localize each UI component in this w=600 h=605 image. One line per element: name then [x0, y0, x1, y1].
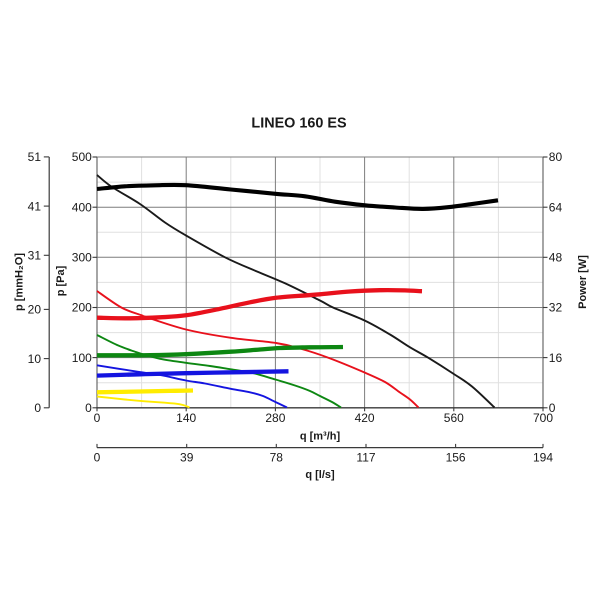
svg-text:100: 100: [72, 351, 92, 365]
svg-text:q [l/s]: q [l/s]: [305, 469, 335, 481]
svg-text:0: 0: [34, 401, 41, 415]
svg-text:LINEO 160 ES: LINEO 160 ES: [251, 116, 347, 132]
svg-text:q [m³/h]: q [m³/h]: [300, 430, 341, 442]
svg-text:0: 0: [94, 451, 101, 465]
svg-text:p [Pa]: p [Pa]: [55, 265, 67, 296]
svg-text:80: 80: [549, 150, 563, 164]
svg-text:64: 64: [549, 200, 563, 214]
svg-text:p [mmH₂O]: p [mmH₂O]: [14, 253, 26, 311]
svg-text:0: 0: [85, 401, 92, 415]
svg-text:500: 500: [72, 150, 92, 164]
svg-text:41: 41: [28, 199, 42, 213]
svg-text:48: 48: [549, 251, 563, 265]
svg-text:700: 700: [533, 411, 553, 425]
svg-text:280: 280: [265, 411, 285, 425]
svg-text:20: 20: [28, 303, 42, 317]
svg-text:300: 300: [72, 251, 92, 265]
svg-text:560: 560: [444, 411, 464, 425]
svg-text:156: 156: [446, 451, 466, 465]
svg-text:117: 117: [356, 451, 375, 465]
svg-text:194: 194: [533, 451, 553, 465]
svg-text:420: 420: [355, 411, 375, 425]
svg-text:32: 32: [549, 301, 563, 315]
svg-text:39: 39: [180, 451, 194, 465]
svg-text:51: 51: [28, 150, 42, 164]
svg-text:Power [W]: Power [W]: [577, 255, 589, 309]
svg-text:0: 0: [549, 401, 556, 415]
svg-text:10: 10: [28, 352, 42, 366]
svg-text:200: 200: [72, 301, 92, 315]
svg-text:78: 78: [270, 451, 284, 465]
svg-text:31: 31: [28, 249, 42, 263]
svg-text:0: 0: [94, 411, 101, 425]
svg-text:16: 16: [549, 351, 563, 365]
svg-text:140: 140: [176, 411, 196, 425]
svg-text:400: 400: [72, 200, 92, 214]
